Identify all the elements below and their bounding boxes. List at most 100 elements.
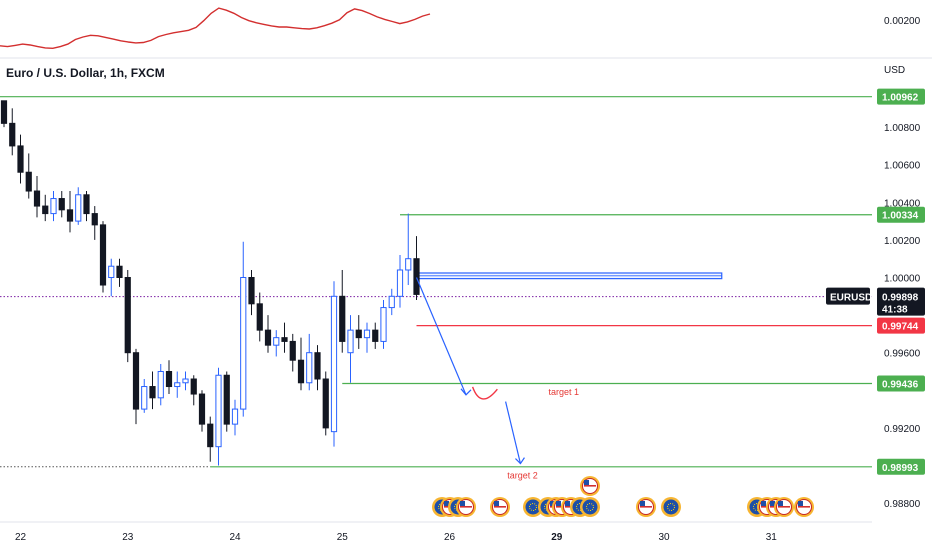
us-stripe (640, 506, 652, 508)
candle-body (413, 258, 420, 295)
candle-body (289, 340, 296, 361)
symbol-tag-bg (826, 287, 870, 305)
candle-body (75, 194, 82, 222)
eu-event-icon (523, 497, 543, 517)
resistance-high-tag-bg (877, 88, 925, 105)
candle-body (66, 209, 74, 222)
us-stripe (798, 506, 810, 508)
x-tick-label: 29 (551, 532, 563, 543)
x-tick-label: 31 (766, 532, 778, 543)
us-stripe (494, 506, 506, 508)
us-event-icon (636, 497, 656, 517)
indicator-tick-label: 0.00200 (884, 16, 921, 27)
candle-body (347, 329, 354, 354)
candle-body (223, 374, 230, 425)
arrow-head-2 (515, 457, 525, 465)
y-tick-label: 1.00800 (884, 123, 921, 134)
current-price-tag: 0.99898 (882, 293, 919, 304)
horizontal-levels (0, 96, 872, 468)
candle-body (248, 277, 255, 305)
candle-body (405, 258, 412, 271)
candle-body (91, 213, 98, 226)
candle-body (174, 382, 181, 388)
resistance-mid-tag: 1.00334 (882, 211, 919, 222)
candle-body (165, 370, 173, 388)
current-price-tag-bg (877, 287, 925, 316)
candle-body (190, 378, 197, 395)
economic-events (432, 476, 814, 517)
candle-body (42, 205, 49, 215)
candle-body (116, 265, 123, 279)
time-axis: 22 23 24 25 26 29 30 31 (0, 521, 872, 543)
us-event-icon (490, 497, 510, 517)
us-canton (494, 501, 499, 506)
eu-stars (586, 503, 594, 511)
candle-body (108, 265, 115, 279)
price-axis: 1.00800 1.00600 1.00400 1.00200 1.00000 0.996… (884, 123, 921, 510)
y-tick-label: 1.00600 (884, 161, 921, 172)
x-tick-label: 24 (229, 532, 241, 543)
y-tick-label: 1.00000 (884, 274, 921, 285)
resistance-high-tag: 1.00962 (882, 93, 919, 104)
x-tick-label: 23 (122, 532, 134, 543)
y-tick-label: 0.99200 (884, 424, 921, 435)
eu-stars (667, 503, 675, 511)
target-1-level-tag: 0.99436 (882, 380, 919, 391)
us-canton (798, 501, 803, 506)
candle-body (363, 329, 371, 339)
candle-body (141, 386, 148, 410)
y-tick-label: 1.00400 (884, 198, 921, 209)
candle-body (355, 329, 362, 339)
projection-leg-2 (505, 401, 522, 464)
eu-event-icon (580, 497, 600, 517)
candle-body (58, 198, 65, 211)
candle-body (322, 378, 329, 429)
us-canton (550, 501, 555, 506)
candle-body (198, 393, 206, 425)
x-tick-label: 22 (15, 532, 27, 543)
us-event-icon (456, 497, 476, 517)
candle-body (83, 194, 90, 215)
us-canton (778, 501, 783, 506)
eu-stars (529, 503, 537, 511)
indicator-pane: 0.00200 (0, 7, 932, 59)
candle-body (388, 295, 395, 309)
us-canton (761, 501, 766, 506)
us-canton (556, 501, 561, 506)
candle-body (264, 329, 272, 346)
target-2-level-tag-bg (877, 458, 925, 475)
resistance-mid-tag-bg (877, 206, 925, 223)
candle-body (380, 307, 387, 342)
target-2-level-tag: 0.98993 (882, 463, 919, 474)
candle-body (124, 277, 131, 354)
projection-path (415, 277, 525, 465)
candles (0, 100, 420, 466)
us-canton (565, 501, 570, 506)
candle-body (396, 269, 404, 297)
candle-body (182, 378, 189, 384)
candle-body (9, 122, 16, 147)
candle-body (273, 337, 280, 346)
y-tick-label: 1.00200 (884, 236, 921, 247)
us-canton (444, 501, 449, 506)
chart-title: Euro / U.S. Dollar, 1h, FXCM (6, 66, 165, 80)
candle-body (314, 352, 321, 380)
candle-body (17, 145, 24, 173)
x-tick-label: 30 (658, 532, 670, 543)
candle-body (132, 352, 140, 410)
candle-body (240, 277, 247, 410)
us-canton (640, 501, 645, 506)
candle-body (33, 190, 41, 207)
candle-body (339, 295, 346, 342)
x-tick-label: 25 (337, 532, 349, 543)
candle-body (149, 386, 156, 399)
candle-body (281, 337, 288, 342)
event-flag (525, 499, 541, 515)
candle-body (157, 370, 164, 399)
range-box (415, 272, 723, 280)
us-canton (584, 480, 589, 485)
target-1-level-tag-bg (877, 375, 925, 392)
candle-body (50, 198, 57, 215)
